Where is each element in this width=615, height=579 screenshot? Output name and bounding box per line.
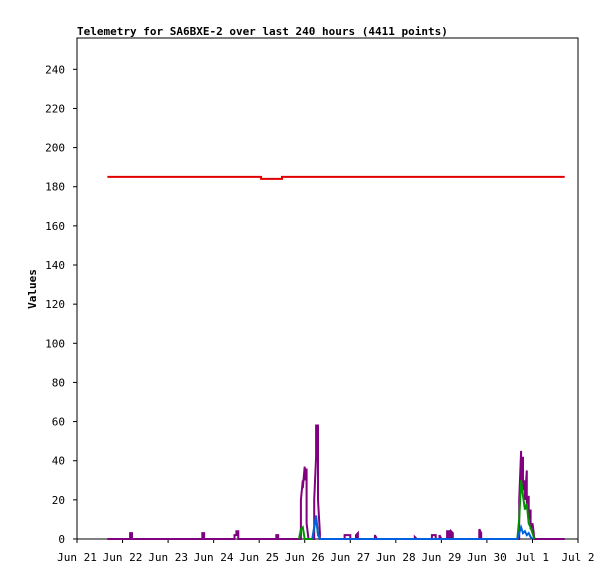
y-tick-label: 80: [52, 376, 65, 389]
x-tick-label: Jun 25: [239, 551, 279, 564]
y-tick-label: 120: [45, 298, 65, 311]
y-tick-label: 160: [45, 220, 65, 233]
y-tick-label: 140: [45, 259, 65, 272]
x-tick-label: Jun 30: [467, 551, 507, 564]
x-tick-label: Jun 27: [330, 551, 370, 564]
x-tick-label: Jun 29: [421, 551, 461, 564]
x-tick-label: Jun 23: [148, 551, 188, 564]
x-tick-label: Jul 2: [561, 551, 594, 564]
y-tick-label: 100: [45, 337, 65, 350]
series-layer: [107, 175, 565, 540]
y-tick-label: 0: [58, 533, 65, 546]
x-axis: Jun 21 Jun 22 Jun 23 Jun 24 Jun 25 Jun 26 Jun …: [57, 539, 595, 564]
y-tick-label: 20: [52, 494, 65, 507]
x-tick-label: Jun 24: [194, 551, 234, 564]
chart-title: Telemetry for SA6BXE-2 over last 240 hou…: [77, 25, 448, 38]
x-tick-label: Jun 28: [376, 551, 416, 564]
y-axis: 0 20 40 60 80 100 120 140 160 180 200 220 240: [45, 63, 77, 546]
y-tick-label: 240: [45, 63, 65, 76]
y-tick-label: 40: [52, 455, 65, 468]
y-tick-label: 220: [45, 102, 65, 115]
series-line-3: [298, 480, 536, 540]
x-tick-label: Jun 21: [57, 551, 97, 564]
series-line-1: [107, 175, 565, 180]
y-axis-label: Values: [26, 269, 39, 309]
series-line-4: [311, 515, 534, 540]
x-tick-label: Jul 1: [516, 551, 549, 564]
y-tick-label: 60: [52, 416, 65, 429]
y-tick-label: 200: [45, 142, 65, 155]
y-tick-label: 180: [45, 181, 65, 194]
series-line-2: [107, 424, 565, 540]
x-tick-label: Jun 26: [285, 551, 325, 564]
x-tick-label: Jun 22: [103, 551, 143, 564]
plot-area-border: [76, 37, 579, 540]
